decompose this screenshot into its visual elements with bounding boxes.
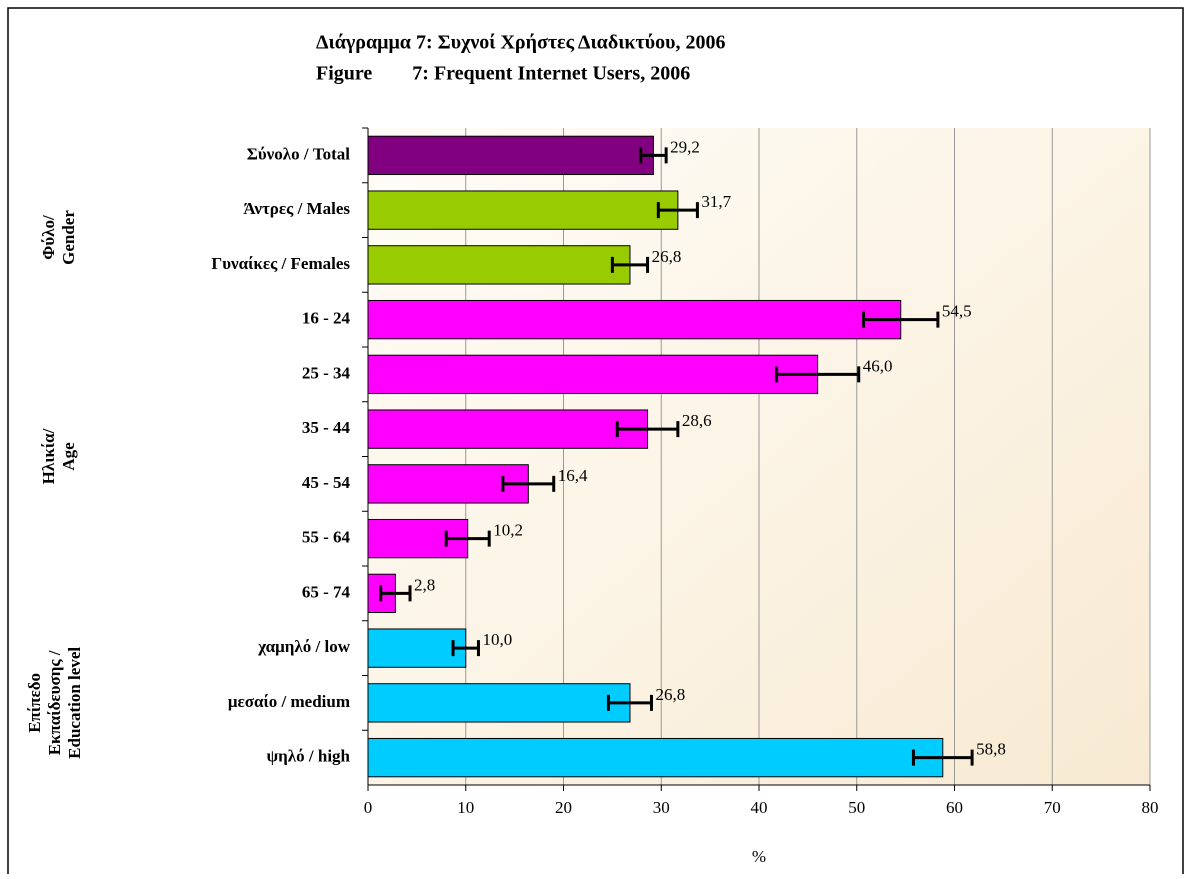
data-label: 10,0 <box>482 630 512 649</box>
x-tick-label: 10 <box>457 798 474 817</box>
y-tick-label: ψηλό / high <box>266 747 350 766</box>
x-tick-label: 70 <box>1044 798 1061 817</box>
group-label-line: Gender <box>59 210 78 265</box>
bar <box>367 354 819 395</box>
data-label: 26,8 <box>655 685 685 704</box>
y-tick-label: 65 - 74 <box>302 582 351 601</box>
x-axis-label: % <box>752 847 766 866</box>
data-label: 46,0 <box>863 356 893 375</box>
y-tick-label: μεσαίο / medium <box>228 692 350 711</box>
y-tick-label: 35 - 44 <box>302 418 351 437</box>
data-label: 10,2 <box>493 521 523 540</box>
bar <box>367 135 654 176</box>
group-label: Επίπεδο Εκπαίδευσης / Education level <box>25 647 84 759</box>
chart-title: Διάγραμμα 7: Συχνοί Χρήστες Διαδικτύου, … <box>316 32 726 54</box>
group-label-line: Επίπεδο <box>25 673 44 733</box>
x-tick-label: 20 <box>555 798 572 817</box>
bar <box>367 299 902 340</box>
data-label: 26,8 <box>652 247 682 266</box>
chart-title: Figure 7: Frequent Internet Users, 2006 <box>316 63 690 85</box>
y-tick-label: 25 - 34 <box>302 363 351 382</box>
y-tick-label: 45 - 54 <box>302 473 351 492</box>
bar <box>367 190 679 230</box>
group-label: Ηλικία/Age <box>39 428 78 484</box>
group-label-line: Φύλο/ <box>39 215 58 260</box>
y-tick-label: 55 - 64 <box>302 528 351 547</box>
data-label: 54,5 <box>942 302 972 321</box>
bar <box>367 628 467 668</box>
x-tick-label: 30 <box>653 798 670 817</box>
group-label-line: Age <box>59 442 78 471</box>
group-label-line: Education level <box>65 647 84 759</box>
x-tick-label: 0 <box>364 798 373 817</box>
data-label: 28,6 <box>682 411 712 430</box>
y-tick-label: Σύνολο / Total <box>247 144 351 163</box>
x-tick-label: 40 <box>751 798 768 817</box>
bar <box>367 737 944 778</box>
group-label: Φύλο/Gender <box>39 210 78 265</box>
y-tick-label: Άντρες / Males <box>243 199 350 218</box>
x-tick-label: 50 <box>848 798 865 817</box>
data-label: 16,4 <box>558 466 588 485</box>
data-label: 29,2 <box>670 137 700 156</box>
data-label: 2,8 <box>414 575 435 594</box>
data-label: 58,8 <box>976 740 1006 759</box>
y-tick-label: Γυναίκες / Females <box>211 254 350 273</box>
x-tick-label: 80 <box>1142 798 1159 817</box>
group-label-line: Ηλικία/ <box>39 428 58 484</box>
y-tick-label: χαμηλό / low <box>257 637 350 656</box>
bar <box>367 409 649 449</box>
data-label: 31,7 <box>701 192 731 211</box>
y-tick-label: 16 - 24 <box>302 309 351 328</box>
bar <box>367 245 631 285</box>
bar <box>367 683 631 723</box>
group-label-line: Εκπαίδευσης / <box>45 650 64 755</box>
x-tick-label: 60 <box>946 798 963 817</box>
